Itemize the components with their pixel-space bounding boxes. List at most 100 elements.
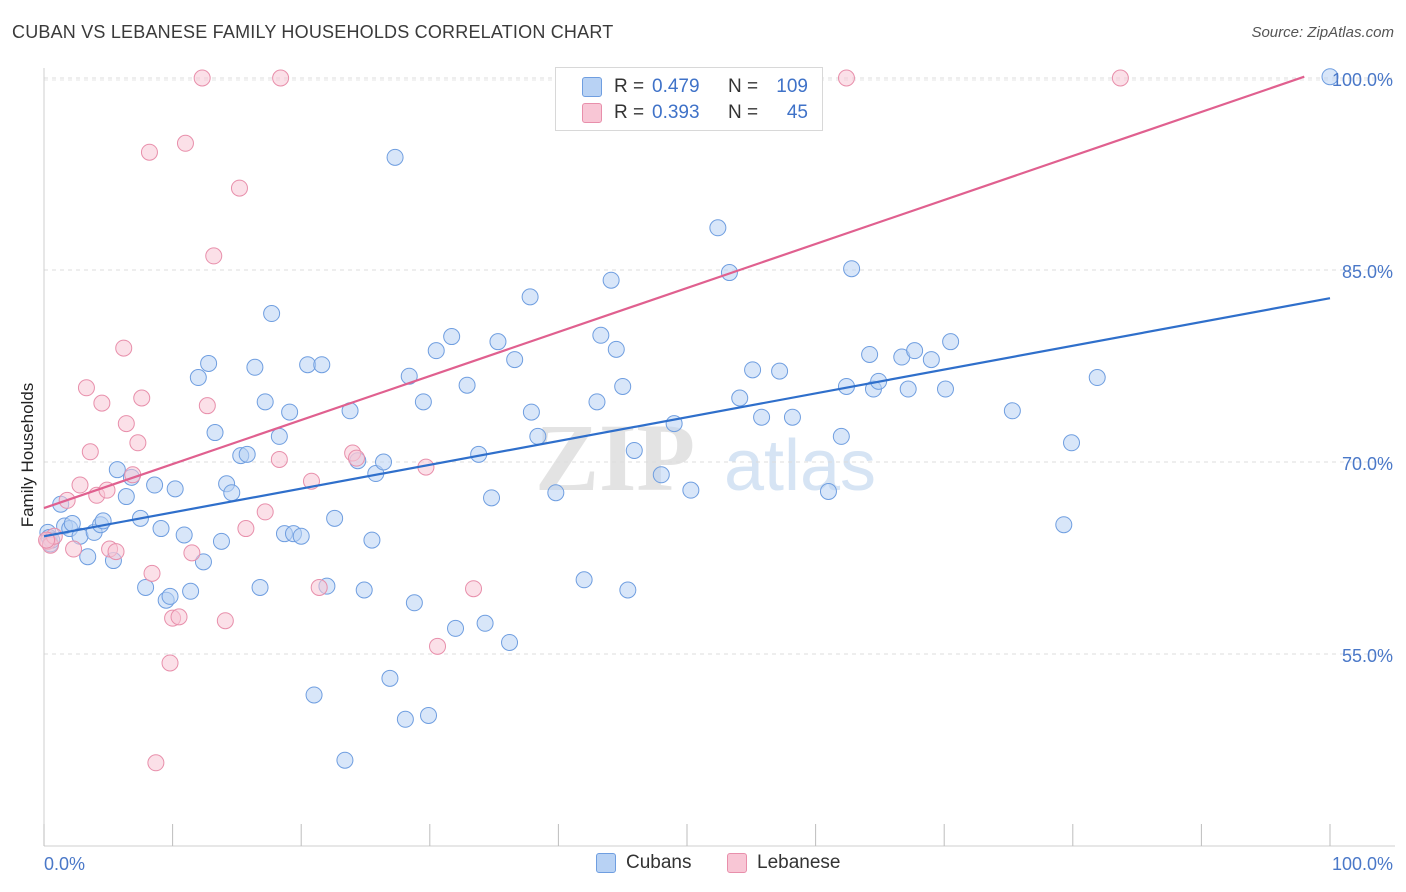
lebanese-point [198,397,216,415]
lebanese-point [93,394,111,412]
x-tick-label-max: 100.0% [1332,854,1393,874]
y-tick-label: 70.0% [1342,454,1393,474]
cubans-point [427,342,445,360]
cubans-point [489,333,507,351]
cubans-legend-label: Cubans [626,852,692,873]
cubans-point [602,271,620,289]
lebanese-point [429,637,447,655]
cubans-point [137,578,155,596]
lebanese-point [1111,69,1129,87]
tick-labels: 55.0% 70.0% 85.0% 100.0% 0.0% 100.0% [44,70,1393,874]
cubans-point [405,594,423,612]
lebanese-point [115,339,133,357]
cubans-point [256,393,274,411]
r-label: R = [614,102,645,123]
cubans-point [447,619,465,637]
cubans-point [709,219,727,237]
cubans-point [400,367,418,385]
r-value: 0.393 [652,102,700,123]
cubans-point [238,445,256,463]
cubans-point [336,751,354,769]
legend-row-cubans: R = 0.479 N = 109 [582,75,808,99]
cubans-point [292,527,310,545]
axes [43,68,1395,847]
cubans-point [731,389,749,407]
cubans-point [206,424,224,442]
cubans-point [619,581,637,599]
legend-row-lebanese: R = 0.393 N = 45 [582,101,808,125]
lebanese-point [143,564,161,582]
cubans-point [771,362,789,380]
lebanese-point [205,247,223,265]
cubans-point [117,488,135,506]
cubans-point [1055,516,1073,534]
y-tick-label: 85.0% [1342,262,1393,282]
cubans-point [922,351,940,369]
cubans-point [396,710,414,728]
lebanese-point [256,503,274,521]
cubans-point [386,148,404,166]
cubans-point [223,484,241,502]
lebanese-point [107,543,125,561]
lebanese-point [147,754,165,772]
lebanese-point [161,654,179,672]
lebanese-point [71,476,89,494]
cubans-legend-swatch [596,853,616,873]
cubans-point [281,403,299,421]
legend-item-cubans[interactable]: Cubans [596,852,692,874]
y-axis-label: Family Households [18,382,37,528]
r-value: 0.479 [652,76,700,97]
cubans-point [942,333,960,351]
cubans-point [861,345,879,363]
cubans-trend-line [43,297,1331,538]
cubans-point [381,669,399,687]
cubans-point [753,408,771,426]
cubans-point [200,354,218,372]
cubans-point [414,393,432,411]
lebanese-point [237,520,255,538]
cubans-point [108,461,126,479]
cubans-point [1321,68,1339,86]
cubans-point [194,553,212,571]
stats-legend: R = 0.479 N = 109 R = 0.393 N = 45 [555,67,823,131]
cubans-point [588,393,606,411]
watermark-atlas: atlas [724,426,876,506]
cubans-point [161,587,179,605]
lebanese-point [347,449,365,467]
lebanese-point [193,69,211,87]
trend-lines [43,75,1331,538]
cubans-point [522,403,540,421]
cubans-point [501,633,519,651]
lebanese-point [230,179,248,197]
cubans-point [652,466,670,484]
lebanese-point [133,389,151,407]
cubans-point [313,356,331,374]
cubans-point [146,476,164,494]
n-value: 109 [776,76,808,97]
cubans-point [458,376,476,394]
cubans-point [166,480,184,498]
cubans-point [299,356,317,374]
lebanese-point [270,450,288,468]
cubans-point [326,509,344,527]
chart-title: CUBAN VS LEBANESE FAMILY HOUSEHOLDS CORR… [12,22,614,42]
lebanese-legend-label: Lebanese [757,852,841,873]
cubans-point [506,351,524,369]
cubans-point [79,548,97,566]
cubans-point [483,489,501,507]
cubans-point [607,340,625,358]
cubans-point [1003,402,1021,420]
cubans-point [251,578,269,596]
cubans-point [843,260,861,278]
lebanese-point [129,434,147,452]
lebanese-point [310,578,328,596]
cubans-point [783,408,801,426]
legend-item-lebanese[interactable]: Lebanese [727,852,840,874]
n-label: N = [728,76,759,97]
cubans-point [152,520,170,538]
y-tick-label: 100.0% [1332,70,1393,90]
lebanese-point [183,544,201,562]
cubans-point [744,361,762,379]
cubans-point [936,380,954,398]
